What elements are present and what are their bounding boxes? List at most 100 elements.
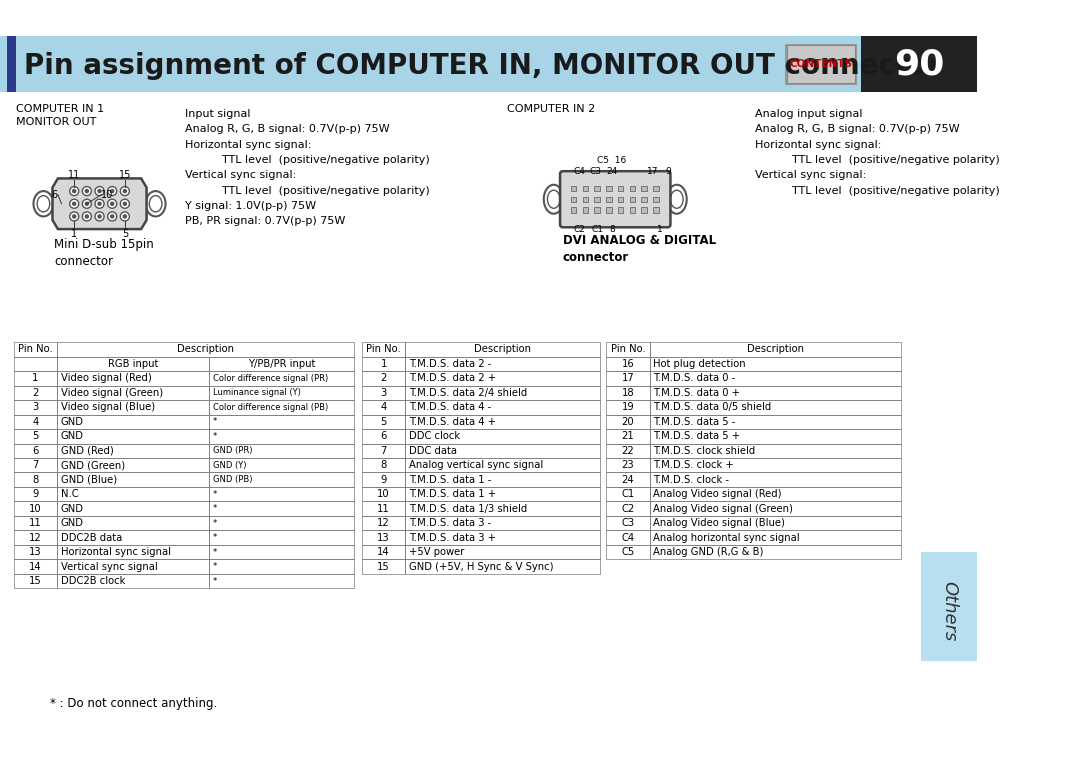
Text: 4: 4 — [380, 403, 387, 413]
Bar — [618, 186, 623, 191]
Text: 1: 1 — [380, 359, 387, 369]
Text: 8: 8 — [610, 225, 616, 234]
Bar — [405, 444, 599, 458]
Text: * : Do not connect anything.: * : Do not connect anything. — [50, 697, 217, 710]
Bar — [787, 45, 855, 83]
Text: 8: 8 — [380, 460, 387, 470]
Text: GND (Blue): GND (Blue) — [60, 474, 117, 484]
Circle shape — [72, 189, 77, 193]
Bar — [642, 196, 647, 202]
Text: C2: C2 — [621, 503, 635, 513]
Text: 21: 21 — [621, 432, 634, 442]
Bar — [630, 186, 635, 191]
Bar — [405, 342, 599, 357]
Bar — [362, 429, 405, 444]
Bar — [405, 371, 599, 386]
Bar — [362, 516, 405, 530]
Bar — [14, 357, 57, 371]
Circle shape — [82, 212, 92, 221]
Bar — [14, 559, 57, 574]
Text: DVI ANALOG & DIGITAL
connector: DVI ANALOG & DIGITAL connector — [563, 234, 716, 264]
Bar — [405, 400, 599, 415]
Bar — [210, 386, 354, 400]
Text: C4: C4 — [573, 167, 585, 176]
Text: C3: C3 — [590, 167, 602, 176]
Circle shape — [97, 189, 102, 193]
Text: 17: 17 — [647, 167, 659, 176]
Text: C1: C1 — [592, 225, 604, 234]
Text: 23: 23 — [622, 460, 634, 470]
Bar — [57, 530, 210, 545]
Text: Others: Others — [940, 581, 958, 641]
Text: Y signal: 1.0V(p-p) 75W: Y signal: 1.0V(p-p) 75W — [186, 201, 316, 211]
Text: Input signal: Input signal — [186, 108, 251, 118]
Text: GND (Red): GND (Red) — [60, 445, 113, 456]
Text: Video signal (Green): Video signal (Green) — [60, 388, 163, 398]
Ellipse shape — [666, 185, 687, 214]
Text: DDC clock: DDC clock — [409, 432, 460, 442]
Text: T.M.D.S. clock +: T.M.D.S. clock + — [653, 460, 734, 470]
Circle shape — [84, 189, 90, 193]
Bar — [0, 37, 916, 92]
Text: T.M.D.S. data 0 -: T.M.D.S. data 0 - — [653, 374, 735, 384]
Text: Y/PB/PR input: Y/PB/PR input — [247, 359, 315, 369]
Text: Analog horizontal sync signal: Analog horizontal sync signal — [653, 533, 800, 542]
Bar — [862, 37, 977, 92]
Text: 10: 10 — [102, 189, 113, 199]
Text: Video signal (Blue): Video signal (Blue) — [60, 403, 154, 413]
Bar — [583, 207, 589, 213]
Bar — [8, 37, 16, 92]
Bar — [14, 458, 57, 472]
Circle shape — [84, 214, 90, 219]
Text: *: * — [213, 432, 217, 441]
Text: Pin No.: Pin No. — [18, 345, 53, 354]
Text: Analog vertical sync signal: Analog vertical sync signal — [409, 460, 543, 470]
Text: DDC2B data: DDC2B data — [60, 533, 122, 542]
Bar — [14, 574, 57, 588]
Text: GND (PR): GND (PR) — [213, 446, 252, 455]
Bar — [405, 530, 599, 545]
Circle shape — [120, 199, 130, 209]
Circle shape — [123, 202, 127, 206]
Bar — [606, 501, 650, 516]
Bar — [405, 472, 599, 487]
Text: C1: C1 — [621, 489, 635, 499]
Bar — [618, 207, 623, 213]
Bar — [210, 545, 354, 559]
Text: Hot plug detection: Hot plug detection — [653, 359, 746, 369]
Bar — [405, 458, 599, 472]
Bar — [57, 444, 210, 458]
Bar — [14, 444, 57, 458]
Text: 5: 5 — [122, 229, 129, 239]
Text: +5V power: +5V power — [409, 547, 464, 557]
Text: Video signal (Red): Video signal (Red) — [60, 374, 151, 384]
Bar — [630, 196, 635, 202]
Text: Description: Description — [474, 345, 531, 354]
Text: 1: 1 — [32, 374, 39, 384]
Text: 11: 11 — [377, 503, 390, 513]
Bar — [405, 501, 599, 516]
Circle shape — [95, 186, 104, 196]
Text: T.M.D.S. data 0/5 shield: T.M.D.S. data 0/5 shield — [653, 403, 771, 413]
Bar — [606, 429, 650, 444]
Circle shape — [123, 214, 127, 219]
Bar — [57, 371, 210, 386]
Bar — [362, 342, 405, 357]
Ellipse shape — [548, 190, 561, 209]
Bar — [57, 559, 210, 574]
Bar — [210, 516, 354, 530]
Text: *: * — [213, 490, 217, 499]
Bar — [362, 472, 405, 487]
Bar — [210, 472, 354, 487]
Circle shape — [72, 214, 77, 219]
Bar — [57, 516, 210, 530]
Text: 6: 6 — [52, 189, 58, 199]
Ellipse shape — [671, 190, 684, 209]
Text: T.M.D.S. data 4 -: T.M.D.S. data 4 - — [409, 403, 491, 413]
Bar — [594, 186, 599, 191]
Text: Analog R, G, B signal: 0.7V(p-p) 75W: Analog R, G, B signal: 0.7V(p-p) 75W — [186, 124, 390, 134]
Bar — [606, 400, 650, 415]
Text: 3: 3 — [32, 403, 39, 413]
Text: *: * — [213, 504, 217, 513]
Text: COMPUTER IN 2: COMPUTER IN 2 — [507, 104, 595, 115]
